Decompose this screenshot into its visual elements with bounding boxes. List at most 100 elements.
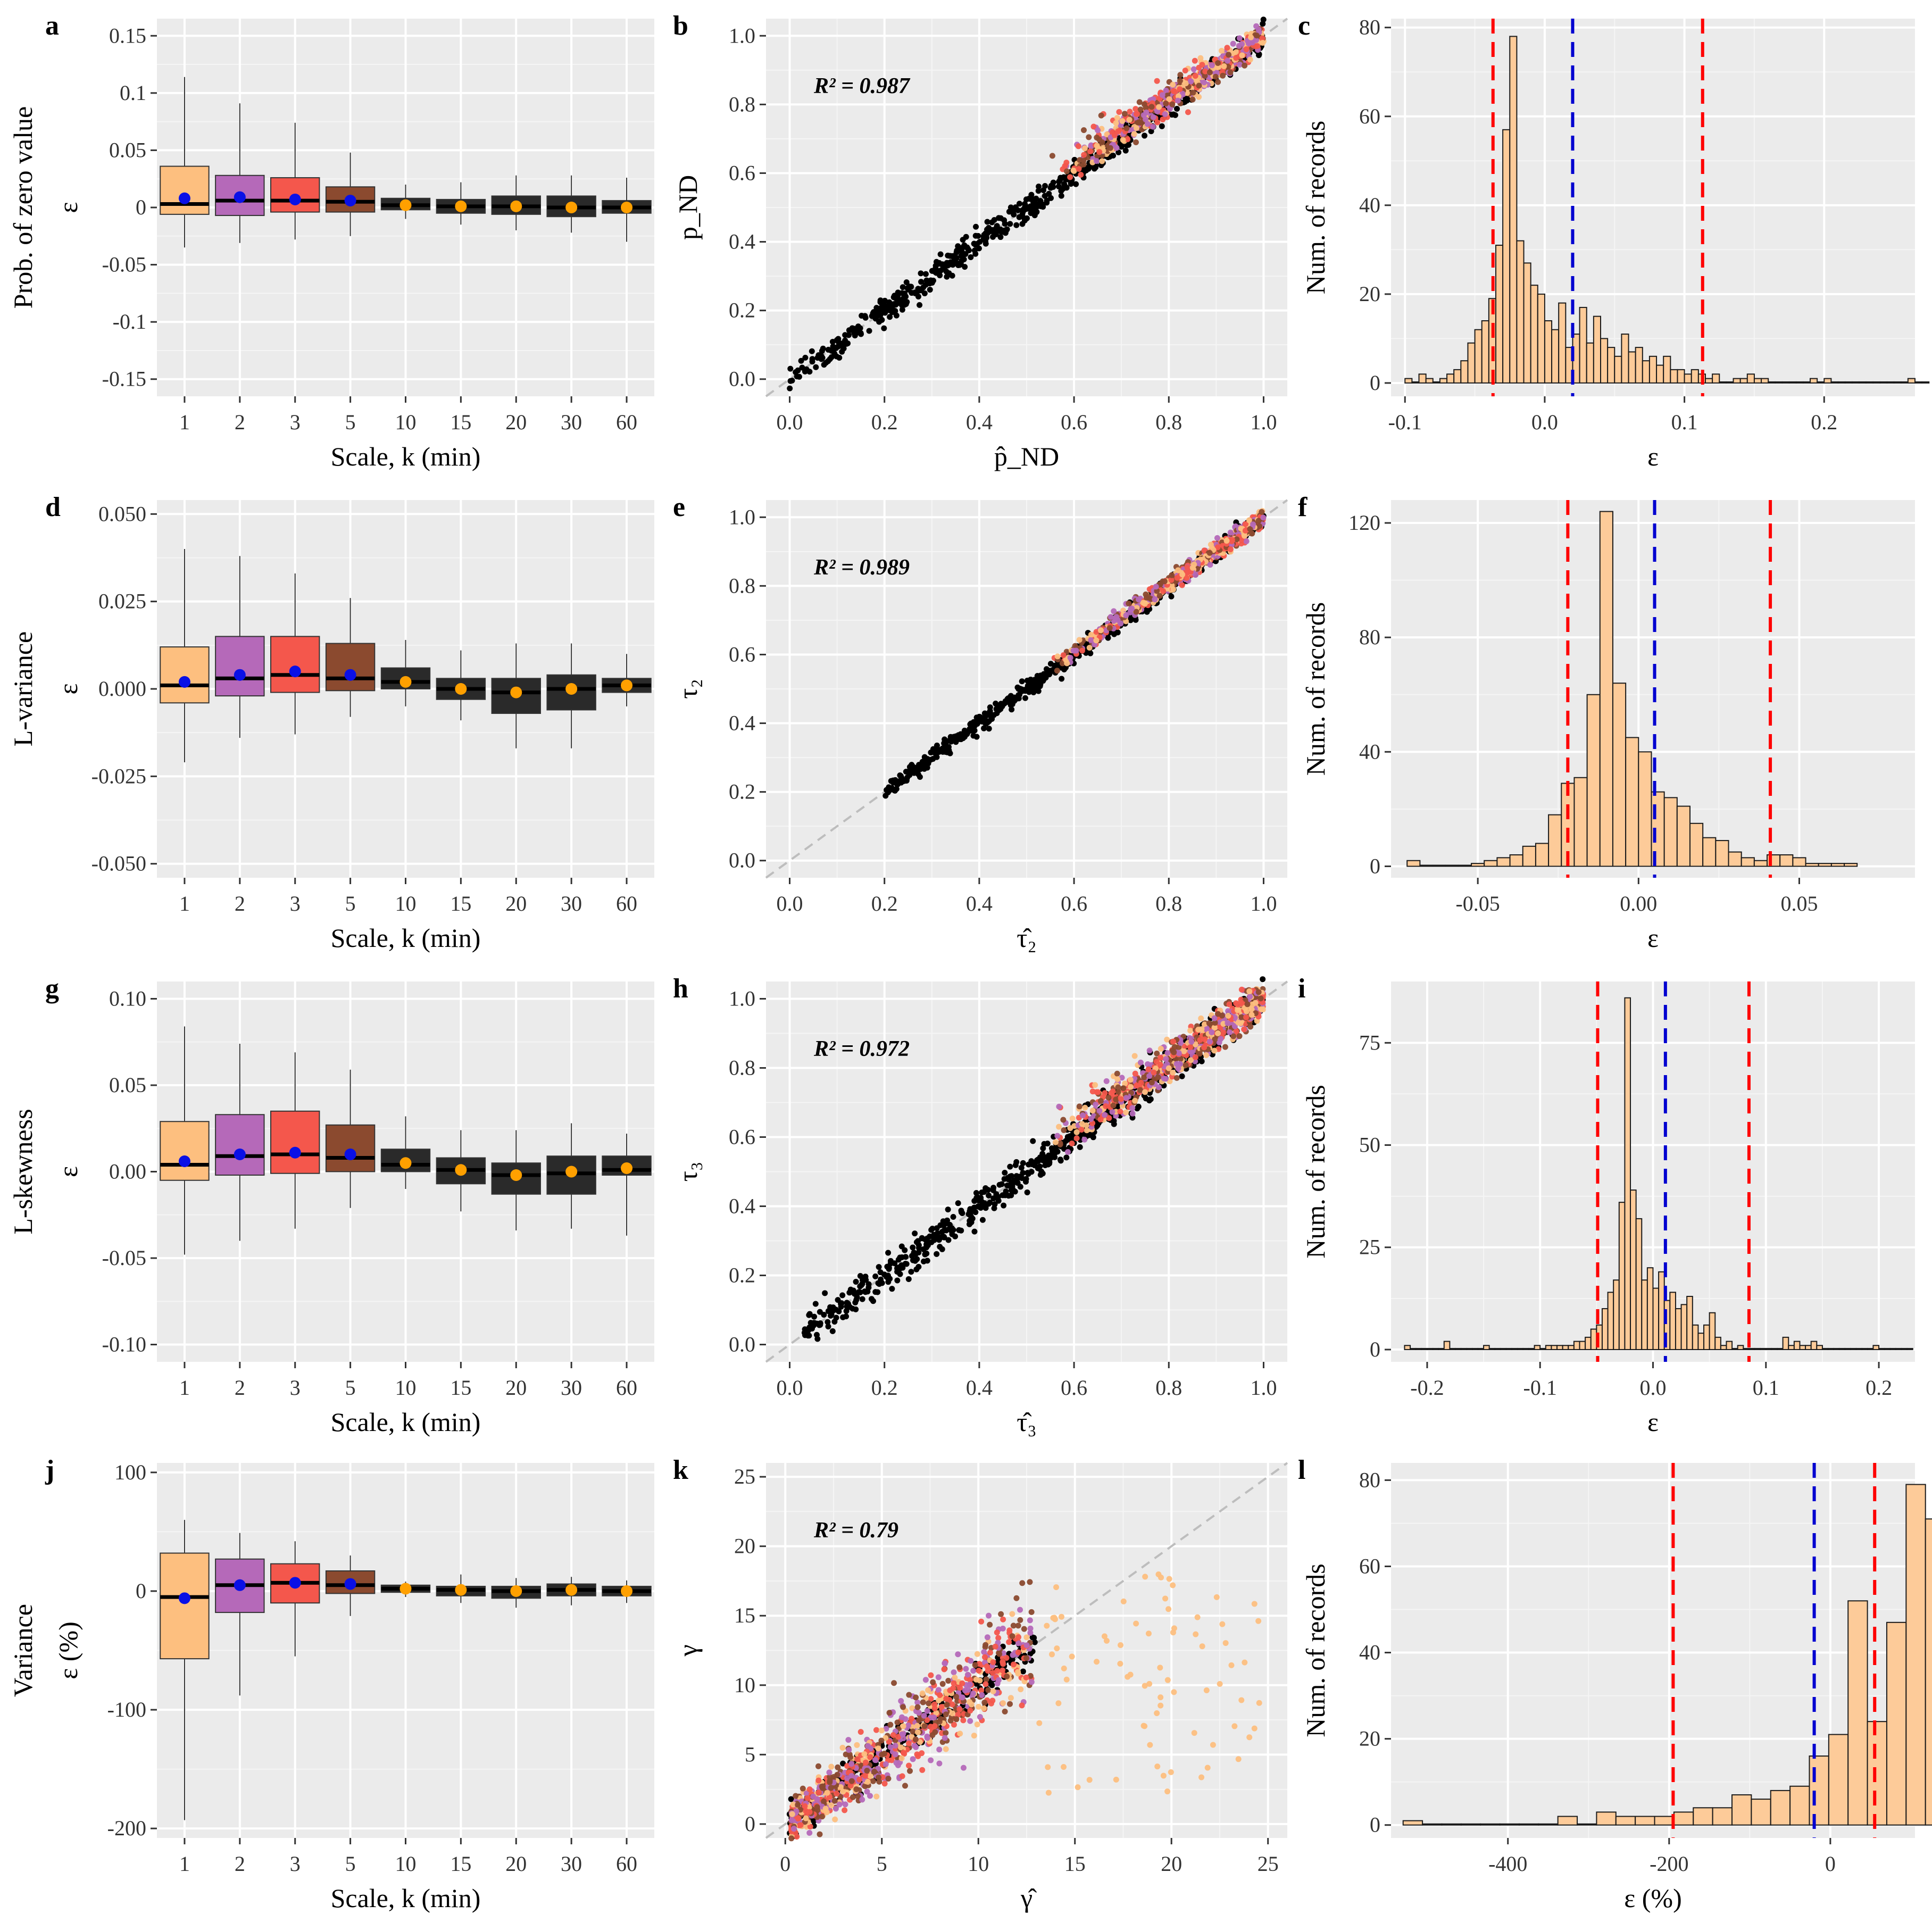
histogram-bar (1593, 315, 1602, 384)
histogram-bar (1551, 329, 1560, 384)
histogram-bar (1867, 1347, 1874, 1350)
scatter-point (924, 1258, 930, 1264)
scatter-point (1045, 1161, 1051, 1167)
histogram-bar (1907, 378, 1916, 384)
box-mean-dot (178, 1155, 190, 1167)
scatter-point (972, 1209, 979, 1216)
scatter-point (1253, 32, 1260, 39)
histogram-bar (1404, 1345, 1411, 1350)
scatter-point (1225, 57, 1231, 64)
scatter-point (839, 1292, 846, 1299)
box-mean-dot (455, 683, 467, 695)
scatter-point (936, 260, 942, 266)
scatter-point (1077, 1144, 1083, 1150)
scatter-point (899, 1254, 905, 1260)
scatter-point (1008, 1192, 1014, 1199)
histogram-bar (1692, 1324, 1699, 1350)
scatter-point (928, 1239, 935, 1245)
scatter-point (1054, 668, 1060, 674)
scatter-point (825, 346, 831, 353)
y-tick-label: -100 (107, 1698, 146, 1721)
scatter-point (1120, 137, 1126, 143)
x-axis-title: ε (1647, 1407, 1659, 1437)
scatter-point (1095, 127, 1101, 134)
scatter-point (1109, 1109, 1115, 1115)
scatter-point (827, 356, 833, 362)
y-tick-label: 50 (1359, 1133, 1380, 1157)
x-tick-label: 15 (450, 1852, 471, 1876)
scatter-point (1165, 1065, 1172, 1071)
scatter-point (1009, 701, 1015, 708)
y-tick-label: 75 (1359, 1030, 1380, 1054)
scatter-point (1155, 1074, 1161, 1080)
scatter-point (876, 1264, 882, 1270)
scatter-point (1245, 40, 1252, 47)
histogram-bar (1886, 381, 1895, 384)
scatter-point (1115, 1089, 1121, 1095)
x-tick-label: 5 (345, 1852, 356, 1876)
x-tick-label: 3 (290, 892, 301, 916)
scatter-point (1224, 45, 1230, 51)
scatter-point (1203, 1052, 1210, 1059)
scatter-point (1011, 211, 1017, 218)
x-tick-label: -0.1 (1388, 410, 1422, 434)
scatter-point (1054, 653, 1061, 660)
scatter-point (959, 1210, 965, 1216)
histogram-bar (1642, 360, 1650, 384)
scatter-point (1163, 101, 1169, 107)
box-mean-dot (234, 669, 246, 681)
y-tick-label: -0.10 (102, 1333, 146, 1357)
x-tick-label: 20 (505, 1852, 527, 1876)
box-5 (325, 643, 376, 692)
box-mean-dot (344, 1578, 356, 1590)
histogram-bar (1914, 381, 1923, 384)
scatter-point (1214, 535, 1220, 541)
scatter-point (945, 1237, 952, 1243)
scatter-point (898, 1243, 905, 1250)
scatter-point (1113, 1096, 1119, 1103)
scatter-point (901, 290, 907, 297)
scatter-point (885, 1275, 891, 1281)
x-tick-label: 30 (561, 892, 582, 916)
histogram-bar (1614, 355, 1622, 384)
scatter-point (1136, 596, 1142, 603)
scatter-point (1122, 147, 1129, 154)
histogram-bar (1432, 864, 1446, 867)
histogram-bar (1844, 863, 1858, 867)
scatter-point (1239, 52, 1245, 59)
histogram-bar (1830, 381, 1839, 384)
scatter-point (1225, 1008, 1231, 1014)
scatter-point (1237, 62, 1243, 68)
panel-label: c (1298, 11, 1310, 41)
x-axis-title: τ̂₂ (1017, 923, 1037, 953)
scatter-point (1060, 652, 1067, 659)
scatter-point (1035, 688, 1042, 694)
histogram-bar (1844, 381, 1853, 384)
scatter-point (1066, 1134, 1072, 1141)
scatter-point (838, 343, 844, 349)
y-tick-label: 0.8 (729, 573, 755, 597)
histogram-bars (1404, 997, 1913, 1350)
scatter-point (1260, 40, 1266, 46)
scatter-point (1184, 575, 1190, 581)
x-tick-label: 3 (290, 1376, 301, 1400)
scatter-point (854, 1294, 860, 1300)
x-tick-label: 0.2 (871, 1376, 898, 1400)
scatter-point (1163, 1056, 1169, 1062)
y-tick-label: 0.025 (98, 589, 146, 613)
histogram-bar (1449, 1347, 1456, 1350)
histogram-bar (1551, 1345, 1558, 1350)
histogram-bar (1458, 864, 1472, 867)
scatter-point (1132, 1097, 1138, 1104)
scatter-point (1171, 1049, 1177, 1055)
scatter-point (1247, 56, 1253, 63)
scatter-point (1152, 596, 1158, 603)
scatter-point (953, 249, 960, 255)
box-mean-dot (510, 686, 522, 698)
x-tick-label: 0.2 (1866, 1376, 1892, 1400)
histogram-bar (1705, 378, 1713, 384)
scatter-point (1255, 989, 1262, 995)
scatter-point (857, 1283, 863, 1289)
histogram-bar (1900, 381, 1909, 384)
